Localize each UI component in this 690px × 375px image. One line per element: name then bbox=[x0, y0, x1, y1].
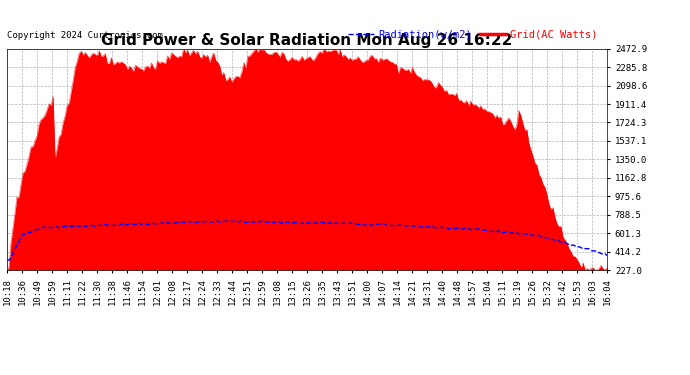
Title: Grid Power & Solar Radiation Mon Aug 26 16:22: Grid Power & Solar Radiation Mon Aug 26 … bbox=[101, 33, 513, 48]
Text: Copyright 2024 Curtronics.com: Copyright 2024 Curtronics.com bbox=[7, 31, 163, 40]
Legend: Radiation(w/m2), Grid(AC Watts): Radiation(w/m2), Grid(AC Watts) bbox=[344, 25, 602, 44]
